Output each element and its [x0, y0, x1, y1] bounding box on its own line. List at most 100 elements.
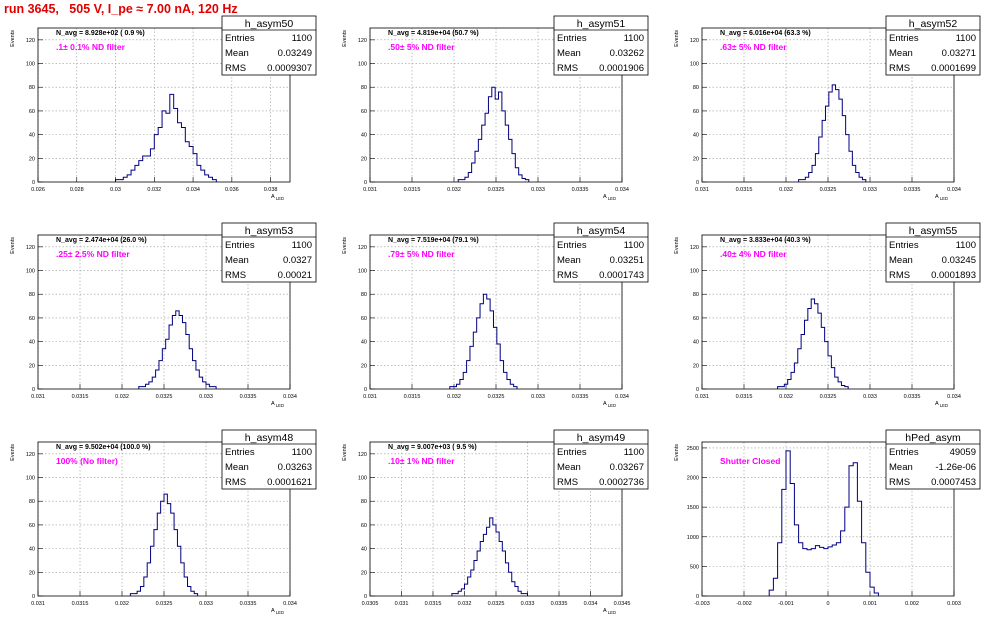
stats-key-rms: RMS	[557, 270, 578, 281]
x-tick-label: 0.001	[863, 601, 877, 607]
y-tick-label: 0	[364, 180, 367, 186]
x-tick-label: 0.0335	[572, 394, 589, 400]
x-tick-label: 0.0335	[551, 601, 568, 607]
y-tick-label: 40	[361, 340, 367, 346]
stats-key-entries: Entries	[557, 447, 587, 458]
page-title: run 3645, 505 V, I_pe ≈ 7.00 nA, 120 Hz	[4, 2, 238, 16]
navg-label: N_avg = 4.819e+04 (50.7 %)	[388, 30, 479, 37]
stats-key-entries: Entries	[225, 33, 255, 44]
stats-box: h_asym53 Entries 1100 Mean 0.0327 RMS 0.00021	[221, 222, 317, 283]
stats-key-entries: Entries	[225, 240, 255, 251]
x-tick-label: 0.026	[31, 187, 45, 193]
x-axis-label: A LED	[935, 401, 948, 408]
histogram-pad-h_asym52: 0.031 0.0315 0.032 0.0325 0.033 0.0335 0.034 0 2…	[674, 15, 981, 201]
y-tick-label: 20	[361, 570, 367, 576]
y-tick-label: 100	[358, 269, 367, 275]
histogram-line-h_asym55	[777, 298, 849, 389]
x-tick-label: -0.003	[694, 601, 710, 607]
x-tick-label: 0.034	[615, 187, 629, 193]
stats-value-entries: 49059	[950, 447, 976, 458]
x-tick-label: 0.034	[186, 187, 200, 193]
histogram-line-h_asym52	[798, 84, 867, 182]
stats-title: h_asym49	[577, 432, 626, 444]
stats-key-entries: Entries	[889, 33, 919, 44]
histogram-pad-h_asym49: 0.0305 0.031 0.0315 0.032 0.0325 0.033 0.0335 0…	[342, 429, 649, 615]
x-tick-label: 0.0315	[736, 394, 753, 400]
x-tick-label: 0.033	[863, 394, 877, 400]
stats-key-entries: Entries	[889, 447, 919, 458]
y-tick-label: 60	[29, 523, 35, 529]
x-tick-label: 0.0335	[240, 394, 257, 400]
x-tick-label: 0.0335	[240, 601, 257, 607]
filter-label: .63± 5% ND filter	[720, 42, 787, 52]
y-tick-label: 120	[358, 245, 367, 251]
stats-value-mean: 0.03267	[610, 462, 644, 473]
stats-value-rms: 0.0001893	[931, 270, 976, 281]
x-tick-label: 0.0325	[488, 394, 505, 400]
stats-title: h_asym48	[245, 432, 294, 444]
y-axis-label: Events	[342, 30, 348, 47]
stats-box: h_asym48 Entries 1100 Mean 0.03263 RMS 0.00016…	[221, 429, 317, 490]
x-tick-label: 0.0325	[488, 601, 505, 607]
y-tick-label: 100	[26, 269, 35, 275]
y-tick-label: 20	[29, 156, 35, 162]
grid-lines	[37, 235, 291, 389]
stats-box: h_asym51 Entries 1100 Mean 0.03262 RMS 0.00019…	[553, 15, 649, 76]
y-tick-label: 1000	[687, 535, 699, 541]
y-tick-label: 0	[696, 594, 699, 600]
y-tick-label: 100	[358, 62, 367, 68]
stats-key-entries: Entries	[557, 240, 587, 251]
stats-value-mean: 0.03251	[610, 255, 644, 266]
histogram-pad-h_asym51: 0.031 0.0315 0.032 0.0325 0.033 0.0335 0.034 0 2…	[342, 15, 649, 201]
y-tick-label: 100	[358, 476, 367, 482]
histogram-pad-h_asym48: 0.031 0.0315 0.032 0.0325 0.033 0.0335 0.034 0 2…	[10, 429, 317, 615]
x-tick-label: -0.002	[736, 601, 752, 607]
y-tick-label: 120	[26, 245, 35, 251]
x-tick-label: 0.036	[225, 187, 239, 193]
x-tick-label: 0.031	[31, 601, 45, 607]
stats-key-rms: RMS	[557, 63, 578, 74]
y-tick-label: 500	[690, 564, 699, 570]
stats-title: h_asym50	[245, 18, 294, 30]
y-tick-label: 40	[29, 547, 35, 553]
x-tick-label: 0.002	[905, 601, 919, 607]
x-axis-label: A LED	[603, 194, 616, 201]
y-tick-label: 80	[693, 85, 699, 91]
x-tick-label: -0.001	[778, 601, 794, 607]
y-tick-label: 40	[693, 133, 699, 139]
stats-title: hPed_asym	[905, 432, 961, 444]
stats-value-rms: 0.0001743	[599, 270, 644, 281]
x-tick-label: 0.0335	[904, 187, 921, 193]
stats-box: h_asym49 Entries 1100 Mean 0.03267 RMS 0.00027…	[553, 429, 649, 490]
y-tick-label: 120	[26, 38, 35, 44]
navg-label: N_avg = 7.519e+04 (79.1 %)	[388, 237, 479, 244]
histogram-line-h_asym49	[451, 517, 528, 596]
x-tick-label: 0.034	[615, 394, 629, 400]
x-tick-label: 0.034	[283, 394, 297, 400]
stats-value-entries: 1100	[956, 33, 976, 44]
x-tick-label: 0.034	[283, 601, 297, 607]
x-tick-label: 0.031	[695, 394, 709, 400]
stats-value-rms: 0.0001699	[931, 63, 976, 74]
y-tick-label: 120	[358, 38, 367, 44]
filter-label: Shutter Closed	[720, 456, 780, 466]
x-tick-label: 0.032	[458, 601, 472, 607]
y-tick-label: 60	[361, 109, 367, 115]
histogram-line-h_asym48	[129, 493, 199, 596]
stats-value-mean: 0.03245	[942, 255, 976, 266]
stats-value-rms: 0.0009307	[267, 63, 312, 74]
y-axis-label: Events	[342, 444, 348, 461]
stats-value-mean: 0.0327	[283, 255, 312, 266]
y-tick-label: 20	[693, 363, 699, 369]
histogram-pad-h_asym53: 0.031 0.0315 0.032 0.0325 0.033 0.0335 0.034 0 2…	[10, 222, 317, 408]
y-axis-label: Events	[10, 30, 16, 47]
stats-key-entries: Entries	[225, 447, 255, 458]
y-tick-label: 80	[29, 499, 35, 505]
stats-value-rms: 0.0001621	[267, 477, 312, 488]
navg-label: N_avg = 2.474e+04 (26.0 %)	[56, 237, 147, 244]
y-tick-label: 40	[361, 547, 367, 553]
y-tick-label: 20	[361, 363, 367, 369]
filter-label: .50± 5% ND filter	[388, 42, 455, 52]
stats-key-rms: RMS	[225, 270, 246, 281]
y-tick-label: 100	[690, 62, 699, 68]
